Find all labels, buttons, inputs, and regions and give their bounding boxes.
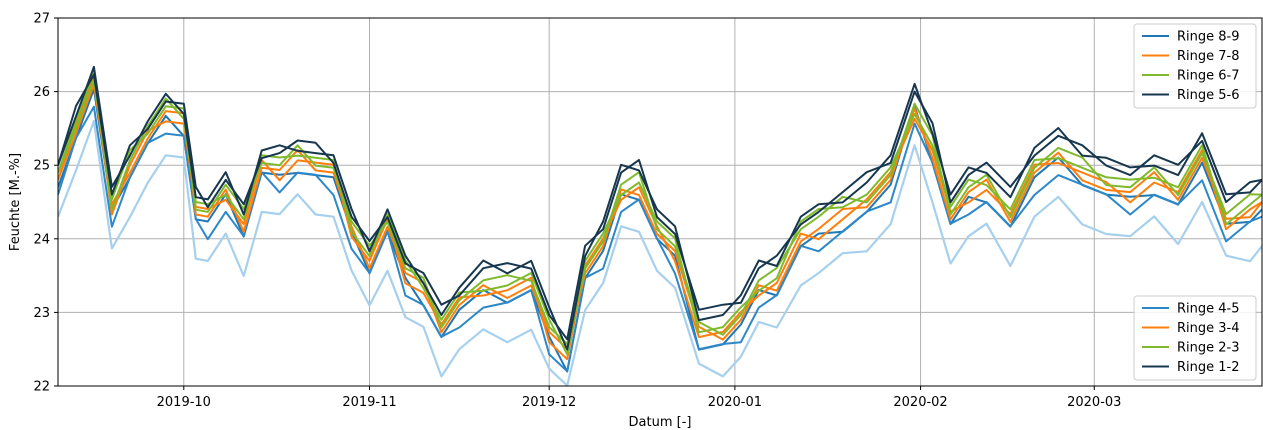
legend-label: Ringe 8-9 (1177, 30, 1240, 45)
series-line-ringe-8-9 (58, 88, 1262, 373)
series-line-ringe-4-5 (58, 105, 1262, 373)
legend-box (1133, 295, 1257, 381)
y-tick-label: 25 (33, 159, 50, 174)
series-line-light (58, 119, 1262, 386)
legend-label: Ringe 2-3 (1177, 341, 1240, 356)
x-tick-label: 2019-11 (342, 395, 396, 410)
y-axis-title: Feuchte [M.-%] (8, 153, 23, 251)
series-line-ringe-3-4 (58, 75, 1262, 361)
series-line-ringe-1-2 (58, 65, 1262, 351)
x-tick-label: 2020-02 (893, 395, 947, 410)
legend-box (1133, 23, 1257, 109)
x-tick-label: 2020-03 (1067, 395, 1121, 410)
y-tick-label: 26 (33, 85, 50, 100)
series-lines (58, 65, 1262, 386)
series-line-ringe-2-3 (58, 70, 1262, 356)
plot-frame (57, 17, 1263, 387)
legend-label: Ringe 1-2 (1177, 360, 1240, 375)
y-tick-label: 27 (33, 12, 50, 27)
x-axis-title: Datum [-] (629, 415, 692, 430)
y-tick-label: 22 (33, 380, 50, 395)
legend-label: Ringe 4-5 (1177, 302, 1240, 317)
legend-label: Ringe 5-6 (1177, 88, 1240, 103)
x-tick-label: 2019-10 (157, 395, 211, 410)
x-tick-label: 2020-01 (708, 395, 762, 410)
legend-label: Ringe 6-7 (1177, 69, 1240, 84)
y-tick-label: 24 (33, 232, 50, 247)
legend-label: Ringe 3-4 (1177, 321, 1240, 336)
x-tick-label: 2019-12 (522, 395, 576, 410)
axis-ticks: 22 23 24 25 26 27 2019-10 2019-11 2019-12 2020-01… (33, 12, 1121, 411)
y-tick-label: 23 (33, 306, 50, 321)
legends: Ringe 8-9 Ringe 7-8 Ringe 6-7 Ringe 5-6 Ring… (1133, 23, 1257, 381)
legend-label: Ringe 7-8 (1177, 49, 1240, 64)
series-line-ringe-5-6 (58, 73, 1262, 341)
